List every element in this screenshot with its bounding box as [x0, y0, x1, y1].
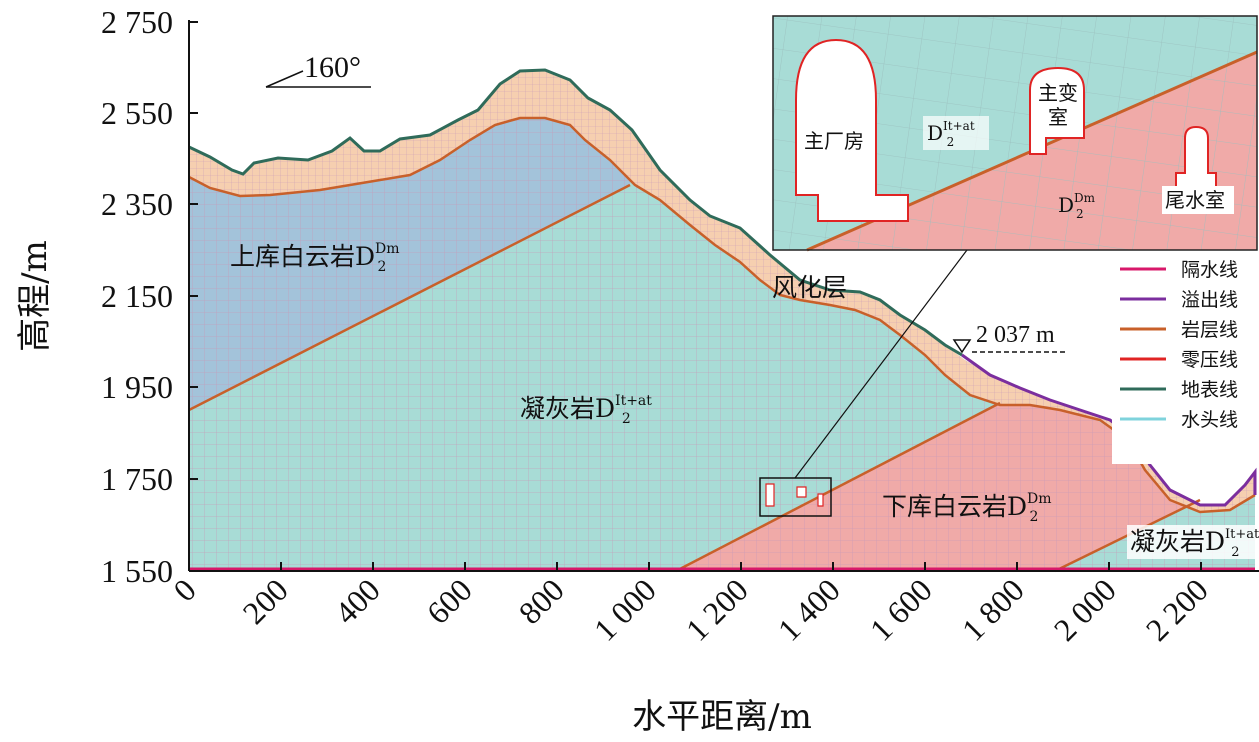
y-axis-title: 高程/m [15, 240, 55, 352]
x-tick-label: 2 000 [1047, 571, 1123, 647]
y-tick-marks [189, 21, 198, 480]
lower-dolomite-label: 下库白云岩DDm 2 [882, 491, 1052, 525]
legend-item: 零压线 [1120, 349, 1238, 371]
tuff-right-label-bg [1127, 525, 1255, 559]
y-tick-label: 2 350 [101, 186, 173, 222]
x-tick-label: 1 200 [679, 571, 755, 647]
legend-label: 溢出线 [1181, 289, 1238, 311]
legend-item: 水头线 [1120, 409, 1238, 431]
zoom-leader-line [794, 249, 968, 479]
weathered-layer-label: 风化层 [772, 273, 847, 302]
rock-layer-lines [188, 116, 1256, 573]
main-powerhouse-outline [795, 38, 909, 222]
upper-dolomite-label: 上库白云岩DDm 2 [230, 241, 400, 275]
inset-frame [772, 15, 1258, 251]
x-tick-label: 0 [166, 571, 203, 608]
inset-tuff-label-bg [923, 116, 989, 150]
tuff-label: 凝灰岩DIt+at 2 [520, 393, 652, 427]
water-level-label: 2 037 m [976, 322, 1055, 348]
x-tick-marks [280, 562, 1202, 571]
y-tick-labels: 2 750 2 550 2 350 2 150 1 950 1 750 1 55… [101, 4, 173, 589]
inset-tuff-label: DIt+at 2 [927, 119, 975, 149]
y-tick-label: 2 750 [101, 4, 173, 40]
transformer-room-label-1: 主变 [1038, 81, 1078, 105]
tuff-right-label: 凝灰岩DIt+at 2 [1130, 527, 1259, 560]
legend-label: 零压线 [1181, 349, 1238, 371]
legend-label: 地表线 [1181, 379, 1238, 401]
inset-dolomite-label: DDm 2 [1058, 191, 1096, 221]
transformer-room-outline [1029, 66, 1085, 155]
y-tick-label: 1 750 [101, 461, 173, 497]
x-tick-label: 2 200 [1139, 571, 1215, 647]
x-tick-label: 1 800 [955, 571, 1031, 647]
tailrace-room-outline [1175, 125, 1217, 189]
x-tick-label: 1 400 [771, 571, 847, 647]
x-tick-label: 800 [512, 571, 571, 630]
water-level-triangle [952, 339, 972, 354]
legend-item: 隔水线 [1120, 259, 1238, 281]
y-tick-label: 1 950 [101, 369, 173, 405]
legend-label: 水头线 [1181, 409, 1238, 431]
legend-label: 岩层线 [1181, 319, 1238, 341]
angle-indicator-slant [265, 70, 304, 88]
main-powerhouse-label: 主厂房 [804, 129, 864, 153]
x-tick-labels: 0 200 400 600 800 1 000 1 200 1 400 1 60… [166, 571, 1215, 647]
tailrace-label: 尾水室 [1165, 188, 1225, 212]
x-tick-label: 1 000 [587, 571, 663, 647]
angle-label: 160° [304, 51, 361, 84]
x-tick-label: 600 [420, 571, 479, 630]
y-tick-label: 1 550 [101, 553, 173, 589]
transformer-room-label-2: 室 [1048, 105, 1068, 129]
x-tick-label: 1 600 [863, 571, 939, 647]
legend-label: 隔水线 [1181, 259, 1238, 281]
legend: 隔水线 溢出线 岩层线 零压线 地表线 水头线 [1112, 254, 1259, 464]
surface-line [188, 68, 963, 357]
cavern-mini-outlines [765, 483, 824, 507]
tailrace-label-bg [1162, 186, 1234, 214]
x-axis-title: 水平距离/m [632, 697, 812, 737]
legend-item: 溢出线 [1120, 289, 1238, 311]
x-tick-label: 200 [236, 571, 295, 630]
legend-item: 岩层线 [1120, 319, 1238, 341]
legend-item: 地表线 [1120, 379, 1238, 401]
x-tick-label: 400 [328, 571, 387, 630]
y-tick-label: 2 550 [101, 95, 173, 131]
y-tick-label: 2 150 [101, 278, 173, 314]
cavern-inset: 主厂房 主变 室 尾水室 DIt+at 2 DDm 2 [772, 15, 1258, 252]
